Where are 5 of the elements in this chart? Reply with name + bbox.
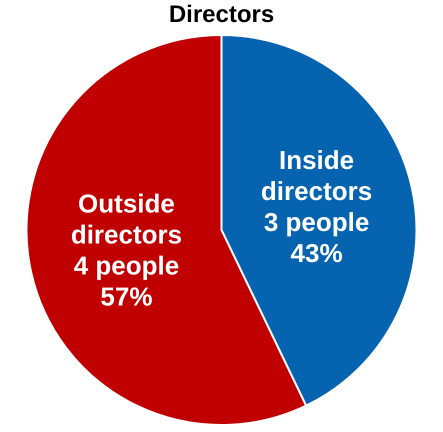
- data-label: 3 people 43%: [264, 206, 370, 268]
- slice-label: Inside directors: [260, 144, 372, 206]
- chart-title: Directors: [168, 0, 276, 30]
- data-label: 4 people 57%: [74, 250, 180, 312]
- slice-label: Outside directors: [70, 188, 182, 250]
